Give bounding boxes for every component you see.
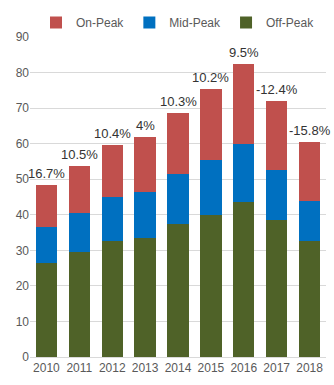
svg-text:10.5%: 10.5% <box>61 147 98 162</box>
svg-text:60: 60 <box>16 137 30 151</box>
svg-text:2015: 2015 <box>198 361 225 375</box>
svg-text:4%: 4% <box>136 118 155 133</box>
svg-text:0: 0 <box>22 350 29 364</box>
svg-text:2017: 2017 <box>263 361 290 375</box>
svg-text:70: 70 <box>16 101 30 115</box>
svg-text:2013: 2013 <box>132 361 159 375</box>
svg-text:Off-Peak: Off-Peak <box>266 16 314 30</box>
svg-text:2016: 2016 <box>230 361 257 375</box>
svg-text:Mid-Peak: Mid-Peak <box>169 16 221 30</box>
svg-text:10: 10 <box>16 315 30 329</box>
svg-text:2018: 2018 <box>296 361 323 375</box>
svg-text:80: 80 <box>16 66 30 80</box>
svg-text:10.2%: 10.2% <box>192 70 229 85</box>
svg-text:10.3%: 10.3% <box>160 94 197 109</box>
svg-text:2012: 2012 <box>99 361 126 375</box>
svg-text:90: 90 <box>16 30 30 44</box>
svg-text:40: 40 <box>16 208 30 222</box>
svg-text:50: 50 <box>16 172 30 186</box>
svg-text:10.4%: 10.4% <box>94 126 131 141</box>
svg-text:20: 20 <box>16 279 30 293</box>
svg-text:2014: 2014 <box>165 361 192 375</box>
svg-text:-15.8%: -15.8% <box>289 123 331 138</box>
svg-text:-12.4%: -12.4% <box>256 82 298 97</box>
svg-text:9.5%: 9.5% <box>229 45 259 60</box>
svg-text:2011: 2011 <box>66 361 92 375</box>
svg-text:2010: 2010 <box>33 361 60 375</box>
svg-text:30: 30 <box>16 244 30 258</box>
svg-text:On-Peak: On-Peak <box>76 16 124 30</box>
svg-text:16.7%: 16.7% <box>28 166 65 181</box>
